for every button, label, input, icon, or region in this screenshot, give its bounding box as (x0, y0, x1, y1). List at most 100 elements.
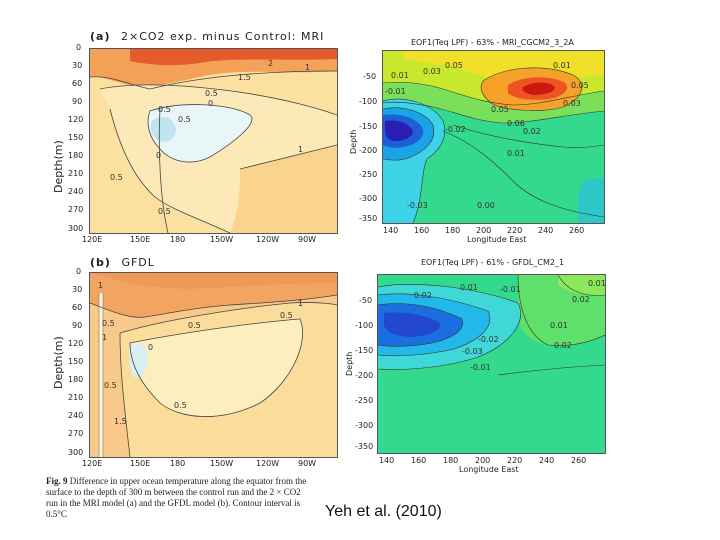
eof-bottom: EOF1(Teq LPF) - 61% - GFDL_CM2_1 Depth 0… (345, 256, 615, 476)
eof-top-xtick: 260 (569, 226, 585, 235)
eof-bottom-ytick: -200 (355, 371, 374, 380)
eof-bottom-clabel: 0.02 (414, 291, 432, 300)
panel-b-ytick: 270 (68, 429, 84, 438)
panel-a-xtick: 150W (210, 235, 234, 244)
panel-a-ytick: 300 (68, 224, 84, 233)
panel-b-xtick: 120E (82, 459, 103, 468)
panel-b-contours (90, 273, 337, 457)
panel-a-clabel: 1 (305, 63, 311, 72)
panel-a-xtick: 90W (298, 235, 317, 244)
eof-top-ytick: -50 (363, 72, 377, 81)
panel-b-xtick: 150E (130, 459, 151, 468)
panel-b-title: GFDL (121, 256, 155, 269)
eof-top-clabel: 0.01 (507, 149, 525, 158)
panel-b-clabel: 1.5 (114, 417, 127, 426)
panel-b-label: (b) (90, 256, 111, 269)
eof-bottom-xlabel: Longitude East (459, 465, 519, 474)
eof-top-ylabel: Depth (349, 129, 358, 154)
panel-a-clabel: 2 (268, 59, 274, 68)
panel-b-ylabel: Depth(m) (52, 336, 65, 389)
eof-top-clabel: 0.01 (391, 71, 409, 80)
eof-bottom-xtick: 200 (475, 456, 491, 465)
eof-bottom-clabel: -0.03 (462, 347, 483, 356)
eof-top-clabel: -0.03 (407, 201, 428, 210)
eof-top-xtick: 240 (538, 226, 554, 235)
panel-a-xtick: 150E (130, 235, 151, 244)
eof-top-ytick: -150 (359, 122, 378, 131)
panel-a-xtick: 120E (82, 235, 103, 244)
panel-a-ytick: 180 (68, 151, 84, 160)
panel-b-clabel: 1 (102, 333, 108, 342)
panel-b-xtick: 180 (170, 459, 186, 468)
eof-top-xlabel: Longitude East (467, 235, 527, 244)
eof-top-clabel: 0.03 (423, 67, 441, 76)
eof-bottom-ytick: -150 (355, 346, 374, 355)
panel-b-ytick: 60 (72, 303, 83, 312)
panel-b-clabel: 0.5 (102, 319, 115, 328)
eof-top-ytick: -200 (359, 146, 378, 155)
panel-a-xtick: 180 (170, 235, 186, 244)
eof-bottom-xtick: 180 (443, 456, 459, 465)
eof-top-clabel: -0.01 (385, 87, 406, 96)
eof-bottom-ytick: -50 (359, 296, 373, 305)
panel-a-title: 2×CO2 exp. minus Control: MRI (120, 30, 325, 43)
panel-a-contours (90, 49, 337, 233)
eof-bottom-clabel: 0.02 (554, 341, 572, 350)
citation: Yeh et al. (2010) (325, 503, 442, 520)
eof-top-clabel: 0.03 (563, 99, 581, 108)
panel-a-clabel: 0 (156, 151, 162, 160)
panel-a-clabel: 0.5 (178, 115, 191, 124)
eof-top-title: EOF1(Teq LPF) - 63% - MRI_CGCM2_3_2A (411, 38, 574, 47)
eof-bottom-xtick: 220 (507, 456, 523, 465)
panel-b-clabel: 0.5 (280, 311, 293, 320)
eof-bottom-xtick: 160 (411, 456, 427, 465)
panel-b-ytick: 120 (68, 339, 84, 348)
panel-b-title-row: (b) GFDL (90, 256, 155, 269)
eof-top-ytick: -100 (359, 97, 378, 106)
eof-top-clabel: 0.02 (523, 127, 541, 136)
eof-top-ytick: -250 (359, 170, 378, 179)
eof-bottom-field (378, 275, 605, 453)
panel-a-ylabel: Depth(m) (52, 140, 65, 193)
panel-b-ytick: 0 (76, 267, 82, 276)
panel-a-label: (a) (90, 30, 111, 43)
panel-a-xtick: 120W (256, 235, 280, 244)
eof-bottom-clabel: -0.01 (470, 363, 491, 372)
panel-b-ytick: 180 (68, 375, 84, 384)
panel-a-ytick: 210 (68, 169, 84, 178)
panel-b-clabel: 0.5 (188, 321, 201, 330)
eof-top-ytick: -300 (359, 194, 378, 203)
panel-b-ytick: 90 (72, 321, 83, 330)
eof-top: EOF1(Teq LPF) - 63% - MRI_CGCM2_3_2A Dep… (345, 36, 615, 246)
panel-a-plot: 2 1.5 1 0.5 0.5 0 0.5 1 0 0.5 0.5 (89, 48, 338, 234)
eof-top-ytick: -350 (359, 214, 378, 223)
eof-bottom-ytick: -100 (355, 321, 374, 330)
eof-bottom-xtick: 140 (379, 456, 395, 465)
panel-a-ytick: 0 (76, 43, 82, 52)
panel-b-xtick: 120W (256, 459, 280, 468)
panel-a-clabel: 0.5 (158, 105, 171, 114)
panel-a-ytick: 150 (68, 133, 84, 142)
figure-caption: Fig. 9 Difference in upper ocean tempera… (46, 476, 308, 520)
eof-top-clabel: 0.01 (553, 61, 571, 70)
panel-b-clabel: 0 (148, 343, 154, 352)
eof-top-xtick: 180 (445, 226, 461, 235)
panel-a-title-row: (a) 2×CO2 exp. minus Control: MRI (90, 30, 324, 43)
panel-a: (a) 2×CO2 exp. minus Control: MRI Depth(… (40, 28, 338, 248)
panel-b-clabel: 1 (298, 299, 304, 308)
panel-b-plot: 1 1 0.5 0.5 1 0.5 0 0.5 0.5 1.5 (89, 272, 338, 458)
panel-a-clabel: 0 (208, 99, 214, 108)
eof-bottom-clabel: -0.02 (478, 335, 499, 344)
panel-b-ytick: 210 (68, 393, 84, 402)
eof-bottom-ytick: -250 (355, 396, 374, 405)
panel-a-clabel: 0.5 (110, 173, 123, 182)
eof-top-plot: 0.01 0.03 0.05 0.05 0.01 0.05 0.03 0.02 … (382, 50, 605, 224)
eof-bottom-title: EOF1(Teq LPF) - 61% - GFDL_CM2_1 (421, 258, 565, 267)
eof-top-field (383, 51, 604, 223)
caption-lead: Fig. 9 (46, 476, 68, 486)
panel-a-ytick: 240 (68, 187, 84, 196)
panel-a-clabel: 0.5 (205, 89, 218, 98)
panel-b-xtick: 90W (298, 459, 317, 468)
eof-top-xtick: 140 (383, 226, 399, 235)
panel-b-ytick: 30 (72, 285, 83, 294)
